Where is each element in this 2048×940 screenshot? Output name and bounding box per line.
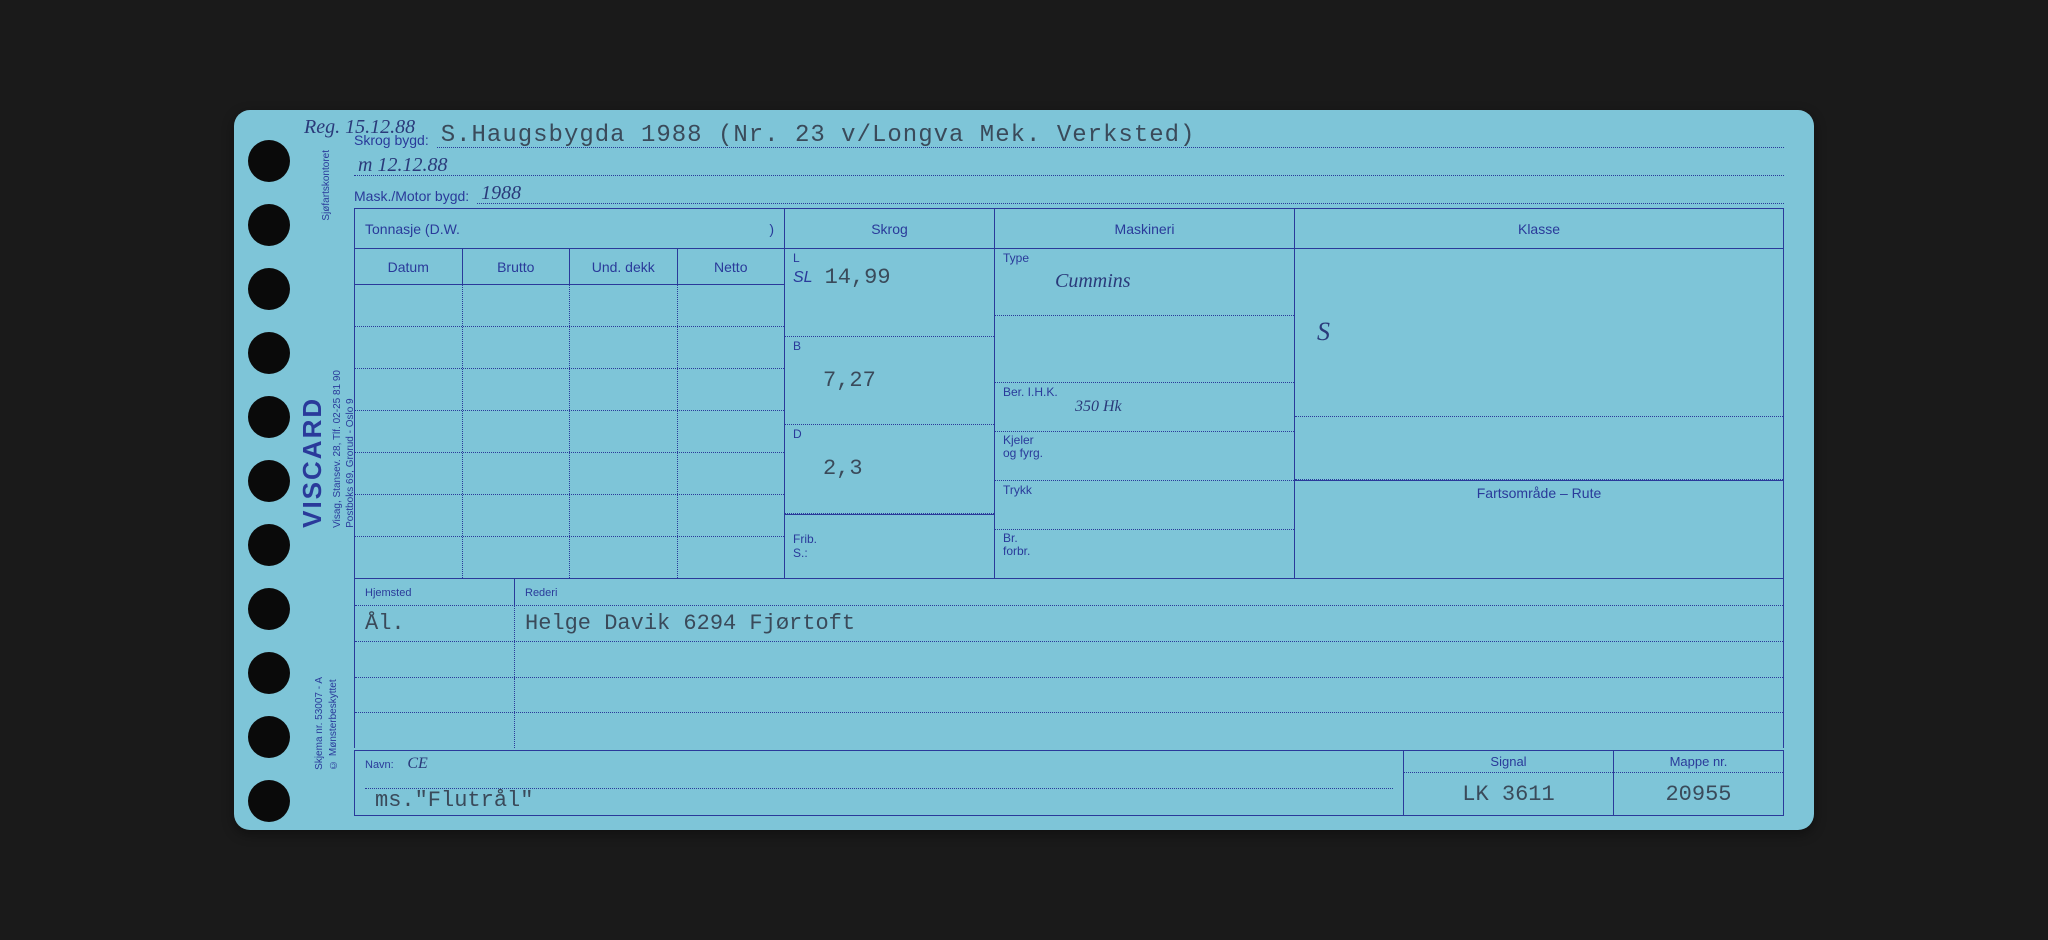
fartsomrade-label: Fartsområde – Rute [1477,485,1602,501]
side-imprint: Sjøfartskontoret VISCARD Visag, Stansev.… [308,110,344,830]
side-top-text: Sjøfartskontoret [321,150,332,221]
hjemsted-value: Ål. [365,611,405,636]
footer: Navn: CE ms."Flutrål" Signal LK 3611 Map… [354,750,1784,816]
col-datum: Datum [388,259,429,275]
mask-bygd-label: Mask./Motor bygd: [354,188,477,204]
tonnage-label-left: Tonnasje (D.W. [365,221,460,237]
rederi-value: Helge Davik 6294 Fjørtoft [525,611,855,636]
navn-label: Navn: [365,759,394,771]
s-label: S.: [793,546,811,560]
hole [248,780,290,822]
hole [248,524,290,566]
reg-handwritten: Reg. 15.12.88 [304,116,415,139]
D-label: D [793,427,811,441]
hole [248,588,290,630]
skrog-header: Skrog [871,221,908,237]
punch-holes [248,140,290,822]
B-label: B [793,339,811,353]
main-grid: Tonnasje (D.W. ) Datum Brutto Und. dekk … [354,208,1784,578]
mask-bygd-value: 1988 [481,182,521,205]
klasse-column: Klasse S Fartsområde – Rute [1294,208,1784,578]
tonnage-column: Tonnasje (D.W. ) Datum Brutto Und. dekk … [354,208,784,578]
type-label: Type [1003,251,1043,265]
hole [248,716,290,758]
signal-label: Signal [1404,751,1613,772]
klasse-header: Klasse [1518,221,1560,237]
col-brutto: Brutto [497,259,534,275]
D-value: 2,3 [817,456,863,481]
fartsomrade-box: Fartsområde – Rute [1295,480,1783,578]
ber-value: 350 Hk [1069,398,1122,416]
signal-value: LK 3611 [1462,782,1554,807]
navn-box: Navn: CE ms."Flutrål" [355,751,1403,815]
type-value: Cummins [1049,270,1131,293]
L-label: L [793,251,811,265]
hole [248,396,290,438]
hole [248,140,290,182]
ber-label: Ber. I.H.K. [1003,385,1063,399]
skrog-column: Skrog L SL 14,99 B 7,27 D 2,3 [784,208,994,578]
m-handwritten: m 12.12.88 [358,154,447,177]
mappe-label: Mappe nr. [1614,751,1783,772]
side-addr1: Visag, Stansev. 28, Tlf. 02-25 81 90 [332,370,343,528]
signal-box: Signal LK 3611 [1403,751,1613,815]
viscard-logo: VISCARD [297,370,328,528]
SL-label: SL [793,269,813,287]
col-netto: Netto [714,259,747,275]
lower-section: Hjemsted Rederi Ål. Helge Davik 6294 Fjø… [354,578,1784,748]
trykk-label: Trykk [1003,483,1032,497]
hole [248,652,290,694]
L-value: 14,99 [819,265,891,290]
br-label: Br. forbr. [1003,532,1030,558]
hole [248,204,290,246]
B-value: 7,27 [817,368,876,393]
navn-ce: CE [407,755,427,772]
hjemsted-label: Hjemsted [365,587,411,599]
rederi-label: Rederi [525,587,557,599]
tonnage-body [354,284,784,578]
hole [248,332,290,374]
maskineri-header: Maskineri [1115,221,1175,237]
maskineri-column: Maskineri Type Cummins Ber. I.H.K. 350 H… [994,208,1294,578]
skrog-bygd-value: S.Haugsbygda 1988 (Nr. 23 v/Longva Mek. … [441,122,1196,149]
side-form-no: Skjema nr. 53007 - A [314,677,325,770]
index-card: Sjøfartskontoret VISCARD Visag, Stansev.… [234,110,1814,830]
hole [248,460,290,502]
mappe-box: Mappe nr. 20955 [1613,751,1783,815]
tonnage-label-right: ) [769,221,774,237]
header-area: Reg. 15.12.88 Skrog bygd: S.Haugsbygda 1… [354,120,1784,204]
col-unddekk: Und. dekk [592,259,655,275]
navn-value: ms."Flutrål" [375,788,533,813]
kjeler-label: Kjeler og fyrg. [1003,434,1043,460]
klasse-value: S [1303,317,1330,347]
side-copyright: © Mønsterbeskyttet [328,677,339,770]
hole [248,268,290,310]
mappe-value: 20955 [1665,782,1731,807]
side-addr2: Postboks 69, Grorud - Oslo 9 [345,370,356,528]
frib-label: Frib. [793,532,817,546]
